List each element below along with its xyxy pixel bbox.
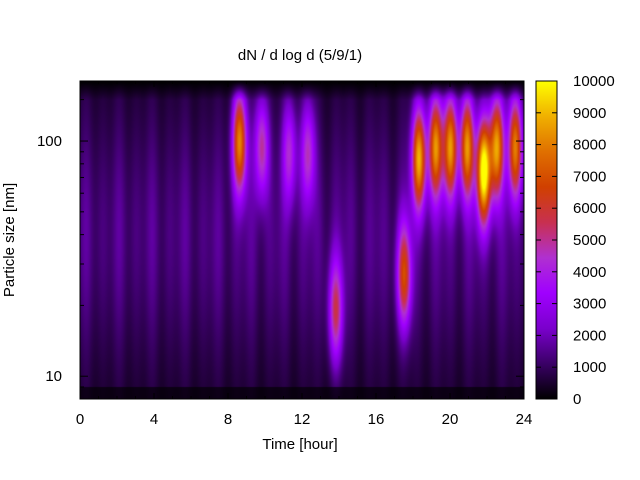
x-tick-label: 12 bbox=[294, 411, 311, 428]
x-axis-label: Time [hour] bbox=[262, 436, 337, 453]
heatmap-canvas bbox=[80, 81, 524, 399]
colorbar-tick-label: 8000 bbox=[573, 137, 606, 154]
y-axis-label: Particle size [nm] bbox=[1, 183, 18, 297]
y-tick-label: 100 bbox=[37, 133, 62, 150]
colorbar-tick-label: 4000 bbox=[573, 264, 606, 281]
chart-title: dN / d log d (5/9/1) bbox=[238, 47, 362, 64]
colorbar-ticks: 0 1000 2000 3000 4000 5000 6000 7000 8000 9000 100… bbox=[536, 73, 615, 408]
y-tick-label: 10 bbox=[45, 368, 62, 385]
colorbar-tick-label: 7000 bbox=[573, 168, 606, 185]
colorbar-tick-label: 0 bbox=[573, 391, 581, 408]
x-tick-label: 8 bbox=[224, 411, 232, 428]
colorbar-tick-label: 1000 bbox=[573, 359, 606, 376]
colorbar-tick-label: 10000 bbox=[573, 73, 615, 90]
colorbar-tick-label: 2000 bbox=[573, 327, 606, 344]
x-tick-label: 4 bbox=[150, 411, 158, 428]
x-tick-label: 0 bbox=[76, 411, 84, 428]
x-tick-label: 20 bbox=[442, 411, 459, 428]
y-axis-ticks: 10 100 bbox=[37, 99, 524, 400]
x-tick-label: 24 bbox=[516, 411, 533, 428]
heatmap-plot-area bbox=[80, 81, 524, 399]
colorbar-tick-label: 3000 bbox=[573, 296, 606, 313]
x-tick-label: 16 bbox=[368, 411, 385, 428]
x-axis-ticks: 0 4 8 12 16 20 24 bbox=[76, 81, 533, 428]
colorbar: 0 1000 2000 3000 4000 5000 6000 7000 8000 9000 100… bbox=[535, 73, 615, 408]
colorbar-tick-label: 5000 bbox=[573, 232, 606, 249]
colorbar-tick-label: 9000 bbox=[573, 105, 606, 122]
colorbar-tick-label: 6000 bbox=[573, 200, 606, 217]
